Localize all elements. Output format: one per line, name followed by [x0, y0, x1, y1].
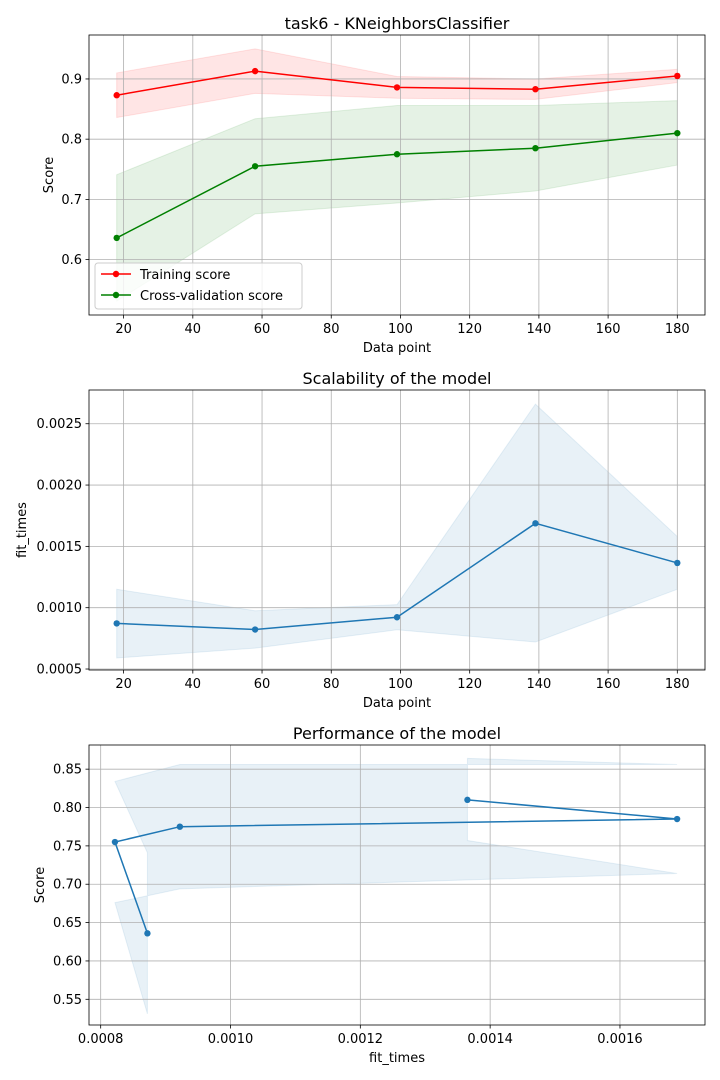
- data-point: [532, 520, 539, 527]
- x-tick-label: 160: [596, 677, 621, 692]
- x-tick-label: 40: [185, 322, 202, 337]
- data-point: [251, 67, 259, 75]
- x-tick-label: 60: [254, 677, 271, 692]
- data-point: [113, 92, 120, 99]
- x-tick-label: 100: [388, 322, 413, 337]
- axes-frame: [88, 389, 706, 671]
- chart-title: Scalability of the model: [303, 369, 492, 388]
- data-point: [532, 145, 539, 152]
- y-tick-label: 0.70: [53, 878, 82, 893]
- x-tick-label: 160: [596, 322, 621, 337]
- y-tick-label: 0.0020: [37, 479, 83, 494]
- x-tick-label: 80: [323, 677, 340, 692]
- axes-frame: [88, 34, 706, 316]
- y-axis-label: Score: [33, 867, 48, 903]
- y-tick-label: 0.9: [61, 72, 82, 87]
- x-tick-label: 60: [254, 322, 271, 337]
- x-tick-label: 140: [526, 322, 551, 337]
- chart-title: task6 - KNeighborsClassifier: [285, 14, 510, 33]
- x-tick-label: 0.0016: [597, 1032, 643, 1047]
- data-point: [113, 234, 120, 242]
- data-point: [393, 151, 401, 158]
- confidence-band: [114, 757, 678, 1015]
- legend-entry-cv: Cross-validation score: [140, 289, 283, 304]
- data-point: [393, 84, 401, 91]
- data-point: [674, 72, 681, 80]
- plot-area: 0.0008 0.0010 0.0012 0.0014 0.0016 0.55 0.60 0.…: [53, 744, 706, 1047]
- y-tick-label: 0.85: [53, 763, 82, 778]
- data-point: [113, 620, 120, 627]
- panel-scalability: Scalability of the model Data point fit_…: [15, 369, 706, 711]
- data-point: [674, 559, 681, 567]
- x-tick-label: 20: [115, 322, 132, 337]
- data-point: [393, 614, 401, 621]
- x-axis-label: fit_times: [369, 1051, 425, 1066]
- y-tick-label: 0.6: [61, 253, 82, 268]
- x-axis-label: Data point: [363, 696, 431, 711]
- data-point: [176, 823, 184, 830]
- y-tick-label: 0.7: [61, 193, 82, 208]
- x-tick-label: 180: [665, 322, 690, 337]
- x-tick-label: 180: [665, 677, 690, 692]
- panel-learning-curve: task6 - KNeighborsClassifier Data point …: [42, 14, 706, 356]
- x-tick-label: 0.0014: [467, 1032, 513, 1047]
- x-tick-label: 20: [115, 677, 132, 692]
- y-tick-label: 0.75: [53, 839, 82, 854]
- chart-title: Performance of the model: [293, 724, 501, 743]
- data-point: [111, 838, 119, 846]
- y-tick-label: 0.60: [53, 954, 82, 969]
- x-tick-label: 100: [388, 677, 413, 692]
- x-tick-label: 140: [526, 677, 551, 692]
- data-point: [251, 163, 259, 170]
- x-tick-label: 40: [185, 677, 202, 692]
- legend: Training score Cross-validation score: [94, 262, 303, 310]
- x-tick-label: 0.0010: [208, 1032, 254, 1047]
- y-tick-label: 0.0025: [37, 417, 83, 432]
- x-tick-label: 120: [457, 677, 482, 692]
- data-point: [251, 626, 259, 633]
- y-tick-label: 0.8: [61, 133, 82, 148]
- x-axis-label: Data point: [363, 341, 431, 356]
- y-tick-label: 0.80: [53, 801, 82, 816]
- plot-area: 20 40 60 80 100 120 140 160 180 0.0005 0.0010 0.001…: [37, 389, 706, 692]
- y-tick-label: 0.0015: [37, 540, 83, 555]
- x-tick-label: 80: [323, 322, 340, 337]
- x-tick-label: 0.0008: [78, 1032, 124, 1047]
- legend-marker-cv: [112, 291, 120, 299]
- plot-background: [89, 390, 705, 670]
- data-point: [464, 796, 471, 804]
- y-axis-label: Score: [42, 157, 57, 193]
- y-tick-label: 0.65: [53, 916, 82, 931]
- x-tick-label: 0.0012: [338, 1032, 384, 1047]
- panel-performance: Performance of the model fit_times Score…: [33, 724, 706, 1066]
- axes-frame: [88, 744, 706, 1026]
- y-axis-label: fit_times: [15, 502, 30, 558]
- legend-box: [94, 262, 303, 310]
- y-tick-label: 0.0005: [37, 663, 83, 678]
- y-tick-label: 0.0010: [37, 601, 83, 616]
- data-point: [532, 85, 539, 93]
- data-point: [144, 930, 151, 937]
- legend-entry-training: Training score: [139, 268, 230, 283]
- plot-background: [89, 745, 705, 1025]
- legend-marker-training: [112, 270, 120, 278]
- data-point: [673, 815, 681, 823]
- x-tick-label: 120: [457, 322, 482, 337]
- y-tick-label: 0.55: [53, 993, 82, 1008]
- data-point: [674, 129, 681, 137]
